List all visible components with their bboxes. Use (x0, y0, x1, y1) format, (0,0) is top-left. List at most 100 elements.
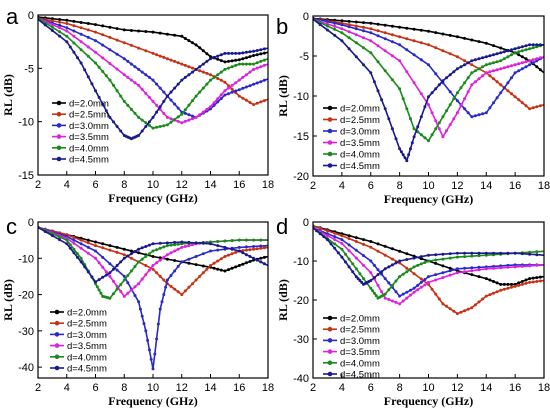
series-marker (162, 124, 166, 128)
series-marker (434, 31, 438, 35)
series-marker (169, 98, 173, 102)
legend-label: d=2.5mm (340, 115, 380, 126)
series-marker (155, 248, 159, 252)
series-marker (423, 136, 427, 140)
series-marker (517, 53, 521, 57)
series-marker (147, 252, 151, 256)
series-marker (347, 25, 351, 29)
series-marker (95, 285, 99, 289)
series-marker (76, 56, 79, 60)
series-marker (499, 46, 503, 50)
series-marker (205, 52, 209, 56)
series-marker (151, 249, 155, 253)
series-marker (176, 115, 180, 119)
series-marker (333, 24, 337, 28)
series-marker (227, 84, 230, 88)
series-marker (488, 62, 492, 66)
series-marker (506, 49, 510, 53)
series-marker (223, 89, 227, 93)
series-marker (227, 51, 230, 55)
series-marker (219, 59, 223, 63)
series-marker (470, 63, 474, 67)
series-marker (434, 46, 438, 50)
series-marker (448, 90, 452, 94)
series-marker (347, 47, 351, 51)
series-marker (79, 242, 83, 246)
series-marker (502, 66, 506, 70)
series-marker (255, 247, 259, 251)
series-marker (79, 48, 83, 52)
series-marker (441, 32, 445, 36)
series-marker (219, 257, 223, 261)
series-marker (473, 114, 477, 118)
legend-label: d=2.0mm (69, 99, 109, 110)
series-marker (94, 280, 97, 284)
series-marker (227, 86, 230, 90)
series-marker (394, 137, 398, 141)
series-marker (455, 251, 459, 255)
series-marker (183, 63, 187, 67)
series-marker (510, 92, 513, 96)
series-marker (492, 266, 495, 270)
series-marker (506, 55, 510, 59)
series-marker (434, 292, 438, 296)
series-marker (401, 97, 405, 101)
series-marker (147, 243, 151, 247)
series-marker (390, 78, 394, 82)
series-marker (255, 81, 259, 85)
series-marker (441, 257, 445, 261)
series-marker (524, 65, 528, 69)
series-marker (129, 78, 133, 82)
series-marker (376, 273, 380, 277)
series-marker (398, 275, 402, 279)
series-marker (191, 114, 194, 118)
series-marker (517, 98, 521, 102)
series-marker (241, 262, 245, 266)
series-marker (144, 125, 148, 128)
series-marker (535, 65, 539, 69)
series-marker (390, 33, 394, 37)
series-marker (187, 244, 191, 248)
series-marker (133, 285, 137, 289)
series-marker (340, 241, 344, 245)
series-marker (86, 241, 90, 245)
x-tick-label: 2 (310, 180, 316, 192)
series-marker (477, 254, 481, 258)
series-marker (209, 105, 212, 109)
series-marker (255, 258, 259, 262)
series-marker (372, 276, 376, 280)
series-line (38, 226, 268, 300)
series-marker (122, 253, 126, 257)
series-marker (237, 58, 241, 62)
series-marker (165, 253, 169, 257)
series-marker (187, 39, 191, 43)
series-marker (212, 101, 216, 105)
series-marker (173, 287, 177, 291)
y-axis-label: RL (dB) (1, 74, 15, 116)
x-tick-label: 18 (262, 179, 274, 191)
series-marker (183, 245, 187, 248)
x-tick-label: 14 (204, 179, 216, 191)
series-marker (463, 97, 467, 101)
series-marker (535, 250, 539, 254)
legend-marker (54, 354, 60, 360)
series-marker (140, 277, 144, 281)
series-marker (115, 287, 119, 291)
series-marker (219, 78, 223, 82)
series-marker (262, 78, 266, 82)
series-marker (72, 24, 76, 28)
series-marker (129, 43, 133, 47)
series-marker (165, 278, 169, 282)
series-marker (101, 24, 105, 28)
y-tick-label: -20 (18, 290, 34, 302)
series-group (313, 16, 544, 163)
series-marker (101, 255, 105, 259)
series-marker (223, 67, 227, 71)
series-marker (466, 76, 470, 80)
series-marker (230, 239, 234, 243)
series-marker (347, 36, 351, 40)
legend-label: d=2.0mm (340, 314, 380, 325)
series-marker (398, 302, 402, 306)
series-marker (347, 237, 351, 241)
series-marker (94, 30, 97, 34)
